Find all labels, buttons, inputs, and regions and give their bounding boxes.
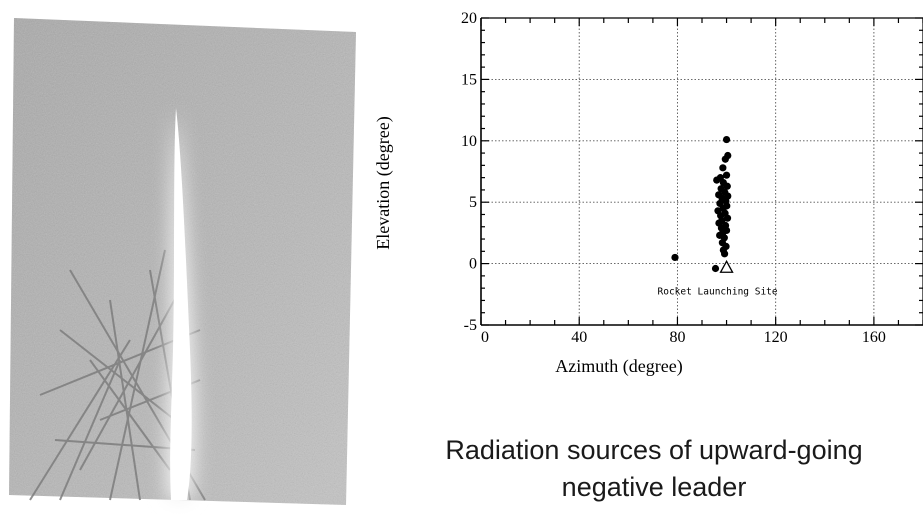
data-point <box>719 164 727 172</box>
data-points <box>671 135 732 273</box>
caption-line-1: Radiation sources of upward-going <box>445 435 863 465</box>
data-point <box>671 253 679 262</box>
y-tick-label: 5 <box>469 194 477 211</box>
rocket-triggered-lightning-photo <box>9 18 356 505</box>
data-point <box>722 171 731 179</box>
data-point <box>721 155 729 163</box>
launch-site-triangle <box>719 259 734 273</box>
x-tick-label: 120 <box>764 329 788 346</box>
axis-ticks <box>480 17 923 326</box>
x-tick-label: 80 <box>669 329 685 346</box>
y-tick-label: 15 <box>461 71 477 88</box>
x-tick-label: 0 <box>481 329 489 346</box>
data-point <box>720 250 729 258</box>
y-tick-label: 20 <box>461 10 477 27</box>
caption-line-2: negative leader <box>561 472 747 502</box>
x-tick-label: 160 <box>862 329 886 346</box>
data-point <box>722 135 731 144</box>
y-tick-labels: -5 0 5 10 15 20 <box>461 10 477 334</box>
x-tick-label: 40 <box>571 329 587 346</box>
annotations: Rocket Launching Site <box>658 259 778 297</box>
y-tick-label: 10 <box>461 133 477 150</box>
data-point <box>723 182 731 190</box>
figure-caption: Radiation sources of upward-going negati… <box>385 432 923 506</box>
data-point <box>723 214 732 222</box>
y-axis-title: Elevation (degree) <box>373 116 394 249</box>
y-tick-label: 0 <box>469 256 477 273</box>
y-tick-label: -5 <box>464 317 477 334</box>
data-point <box>711 264 720 273</box>
x-axis-title: Azimuth (degree) <box>555 356 682 377</box>
launch-site-label: Rocket Launching Site <box>658 286 778 297</box>
x-tick-labels: 0 40 80 120 160 <box>481 329 886 346</box>
grid-lines <box>481 18 923 325</box>
data-point <box>713 176 721 184</box>
plot-frame <box>480 17 923 326</box>
